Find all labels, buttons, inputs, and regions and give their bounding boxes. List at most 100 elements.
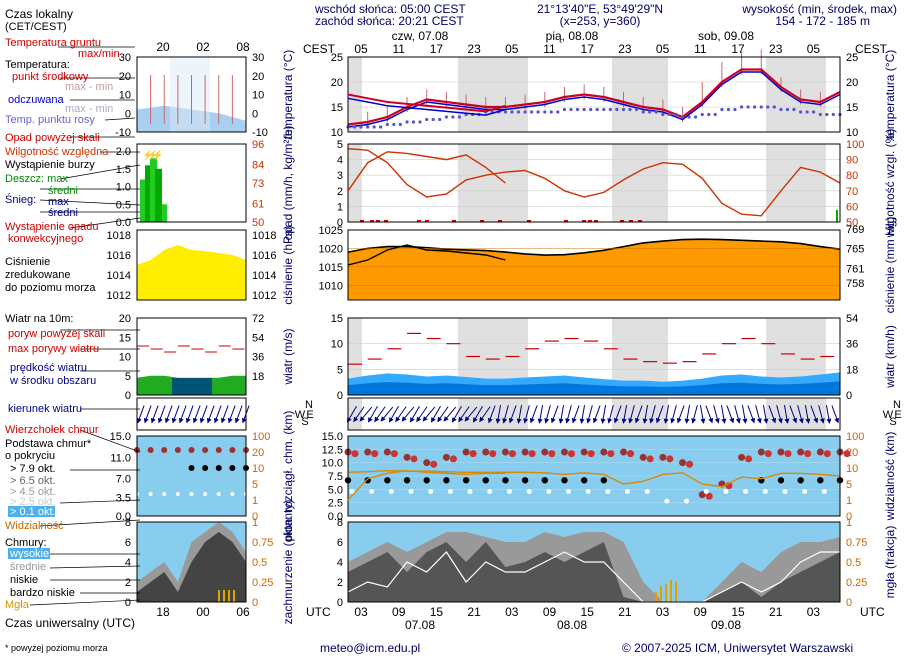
bottom-hour-label: 03 (354, 605, 368, 619)
day-label-bottom: 09.08 (711, 618, 741, 632)
dew-point-dot (411, 120, 416, 124)
legend-cloud-top-dot (188, 447, 195, 453)
legend-snieg-srednie: średni (48, 207, 78, 219)
panel-frame (136, 435, 247, 517)
wind-arrow (586, 405, 593, 424)
wind-arrow (831, 405, 840, 424)
cover-tick-left: 8 (337, 517, 343, 529)
panel-frame (136, 397, 247, 431)
dew-point-dot (575, 107, 580, 112)
wind-speed-core (348, 381, 840, 395)
wind-arrow (670, 405, 677, 424)
legend-predkosc1: prędkość wiatru (10, 362, 87, 374)
legend-rain-bar (150, 158, 157, 222)
pressure-area (348, 239, 840, 300)
dew-point-dot (766, 105, 770, 109)
legend-tick-label: 15 (119, 332, 131, 344)
day-label-top: pią, 08.08 (546, 29, 599, 43)
precip-tick-left: 4 (337, 155, 343, 167)
cloud-top-dot (659, 453, 667, 461)
dew-point-dot (398, 122, 402, 127)
wind-arrow (628, 405, 635, 424)
wind-arrow (368, 405, 378, 423)
wind-arrow (443, 406, 457, 422)
panel-frame (136, 521, 247, 603)
legend-tick-label: 1016 (107, 250, 131, 262)
legend-wind-arrow (213, 405, 222, 424)
legend-tick-label: 0 (252, 108, 258, 120)
legend-tick-label: 11.0 (110, 452, 131, 464)
wind-arrow (600, 405, 607, 424)
legend-tick-label: 1012 (107, 290, 131, 302)
top-hour-label: 11 (543, 42, 556, 56)
legend-tick-label: 20 (119, 71, 131, 83)
temp-tick-left: 15 (331, 102, 343, 114)
dew-point-dot (352, 125, 357, 129)
dew-point-dot (444, 115, 448, 119)
legend-leader-line (39, 199, 141, 206)
legend-cloud-light-dot (203, 492, 208, 496)
bottom-hour-label: 15 (430, 605, 444, 619)
legend-podstawa1: Podstawa chmur* (5, 438, 92, 450)
legend-tick-label: 20 (252, 71, 264, 83)
legend-max-poryw: max porywy wiatru (8, 343, 99, 355)
convective-marker (498, 220, 502, 222)
legend-tick-label: 1014 (107, 270, 131, 282)
bottom-hour-label: 03 (807, 605, 821, 619)
night-band (348, 318, 362, 395)
fog-tick-right: 1 (846, 517, 852, 529)
cloud-base-light-dot (605, 488, 611, 494)
dew-point-dot (772, 105, 776, 109)
legend-czas-lokalny: Czas lokalny (5, 7, 73, 21)
dew-point-dot (726, 107, 731, 112)
legend-wind-arrow (192, 405, 201, 424)
legend-tick-label: 0 (252, 597, 258, 609)
legend-cloud-base-dot (188, 465, 195, 471)
wind-arrow (516, 405, 523, 424)
wind-arrow (502, 405, 509, 424)
precip-tick-left: 0 (337, 217, 343, 229)
legend-okt01-box (8, 506, 55, 517)
legend-temp-rosy: Temp. punktu rosy (5, 114, 95, 126)
legend-tick-label: 1016 (252, 250, 276, 262)
legend-wind-arrow (185, 405, 194, 424)
cloud-top-dot (600, 448, 608, 456)
cloud-top-dot (816, 448, 824, 456)
dew-point-dot (674, 112, 678, 117)
legend-cloud-base-dot (229, 465, 236, 471)
legend-snieg: Śnieg: (5, 193, 36, 206)
legend-cloud-light-dot (148, 492, 153, 496)
wind-arrow (776, 405, 783, 424)
legend-max-min: max/min (78, 48, 120, 60)
cloud-base-dot (580, 477, 588, 484)
legend-low-cloud (137, 532, 246, 602)
wind-arrow (734, 405, 741, 424)
top-hour-label: 05 (807, 42, 821, 56)
pressure-tick-right: 765 (846, 244, 864, 256)
footer-email[interactable]: meteo@icm.edu.pl (320, 641, 420, 655)
dew-point-dot (680, 115, 685, 119)
sunset-text: zachód słońca: 20:21 CEST (315, 14, 464, 28)
legend-opad-konw1: Wystąpienie opadu (5, 221, 98, 233)
convective-marker (527, 220, 531, 222)
convective-marker (620, 220, 624, 222)
bottom-hour-label: 09 (543, 605, 557, 619)
axis-label-temp-left: temperatura (°C) (281, 50, 295, 140)
wind-arrow (558, 405, 565, 424)
legend-tick-label: 10 (252, 90, 264, 102)
dew-point-dot (359, 125, 363, 129)
cloud-top-dot (351, 450, 359, 458)
dew-point-dot (740, 105, 744, 109)
legend-cloud-base-dot (202, 465, 209, 471)
legend-wind-arrow (220, 405, 229, 424)
wind-arrow (395, 406, 407, 423)
wind-arrow (755, 405, 762, 424)
legend-czas-uniwersalny: Czas uniwersalny (UTC) (5, 616, 135, 630)
legend-tick-label: 18 (252, 371, 264, 383)
low-cloud-area (348, 542, 840, 602)
fog-tick-right: 0.5 (846, 557, 861, 569)
wind-tick-right: 36 (846, 339, 858, 351)
dew-point-dot (831, 112, 835, 117)
temp-tick-right: 15 (846, 102, 858, 114)
dew-point-dot (431, 117, 435, 122)
